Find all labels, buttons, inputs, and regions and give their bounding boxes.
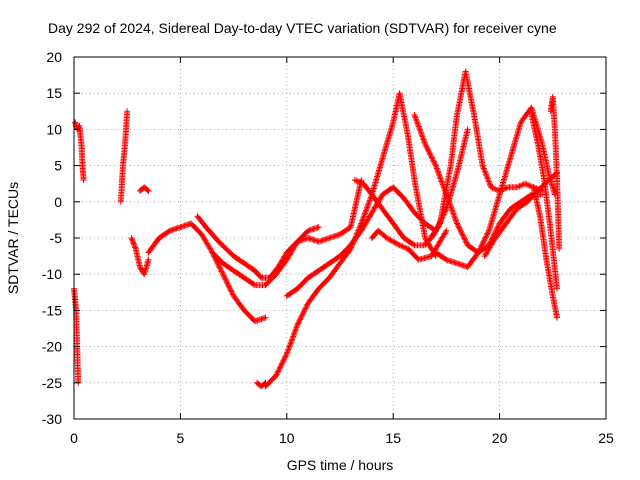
data-point-markers [368,227,450,263]
chart-title: Day 292 of 2024, Sidereal Day-to-day VTE… [48,20,557,36]
data-point-markers [262,90,439,390]
y-tick-label: -25 [42,375,62,391]
series-track-s [530,184,561,321]
series-track-h [209,249,269,325]
y-tick-label: 20 [46,49,62,65]
y-axis-label: SDTVAR / TECUs [5,182,21,294]
y-tick-label: -10 [42,266,62,282]
x-tick-label: 5 [177,430,185,446]
data-point-markers [530,184,561,321]
data-point-markers [194,177,365,281]
data-series [71,68,563,390]
x-tick-label: 25 [598,430,614,446]
series-track-g [194,177,365,281]
series-track-t [547,93,563,252]
data-point-markers [547,93,563,252]
axis-ticks: 0 5 10 15 20 25 -30 -25 -20 -15 -10 -5 0 5 10 15 20 [42,49,614,446]
y-tick-label: -20 [42,339,62,355]
y-tick-label: 0 [54,194,62,210]
y-tick-label: 15 [46,85,62,101]
data-point-markers [528,111,561,292]
data-point-markers [254,379,269,390]
data-point-markers [71,285,82,386]
series-track-m [368,227,450,263]
data-point-markers [117,108,131,205]
data-point-markers [283,184,439,299]
series-track-c [117,108,131,205]
data-point-markers [137,184,152,194]
series-track-i [254,379,269,390]
data-point-markers [128,235,152,278]
x-tick-label: 20 [492,430,508,446]
data-point-markers [209,249,269,325]
y-tick-label: -15 [42,302,62,318]
series-track-d [128,235,152,278]
y-tick-label: -5 [50,230,63,246]
x-tick-label: 15 [385,430,401,446]
series-track-r [528,111,561,292]
series-track-k [283,184,439,299]
x-tick-label: 0 [70,430,78,446]
series-track-a [71,285,82,386]
y-tick-label: 10 [46,121,62,137]
series-track-e [137,184,152,194]
x-tick-label: 10 [279,430,295,446]
x-axis-label: GPS time / hours [287,457,394,473]
y-tick-label: 5 [54,158,62,174]
y-tick-label: -30 [42,411,62,427]
series-track-j [262,90,439,390]
series-track-o [428,68,546,241]
series-track-p [432,104,558,270]
data-point-markers [428,68,546,241]
data-point-markers [432,104,558,270]
